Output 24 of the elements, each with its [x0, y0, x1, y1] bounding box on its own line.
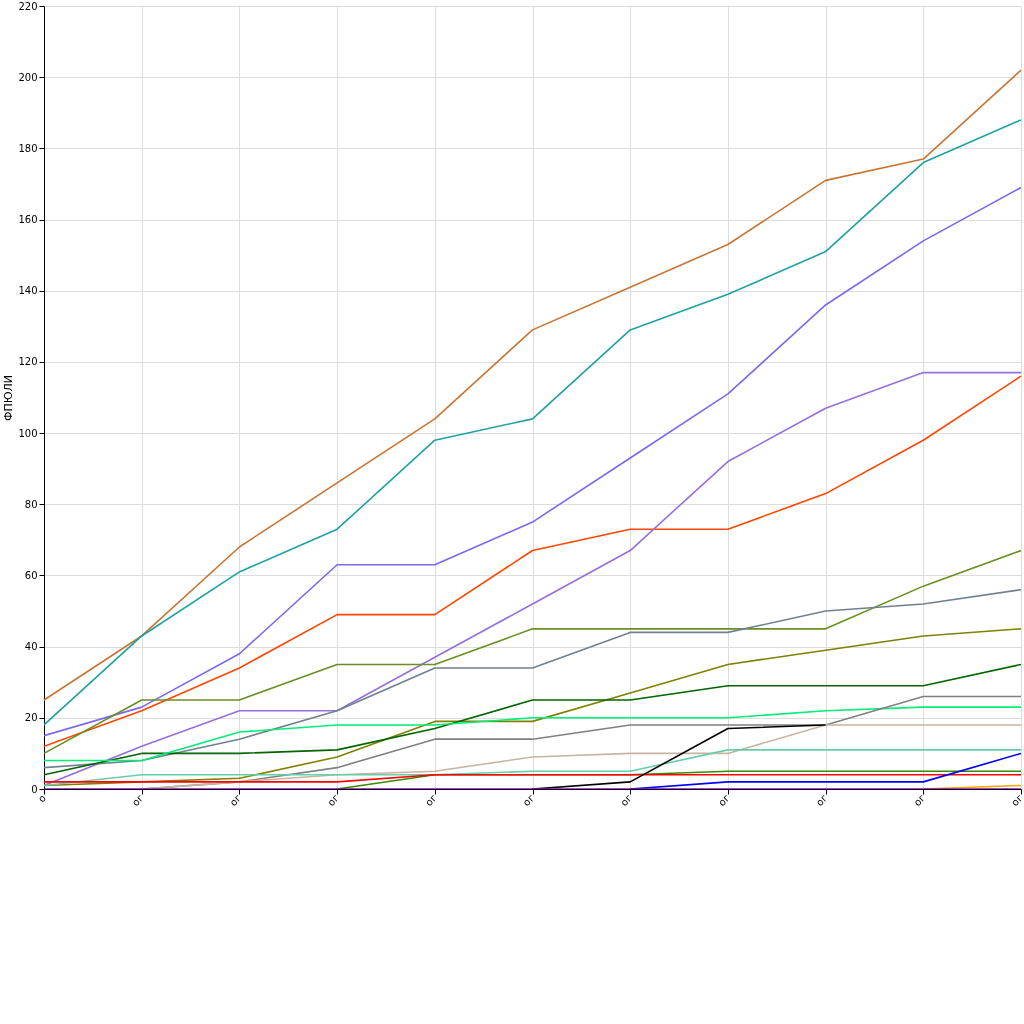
- y-tick-label: 20: [24, 712, 38, 724]
- y-tick-label: 120: [18, 356, 38, 368]
- y-tick-label: 40: [24, 641, 38, 653]
- x-tick-label: oг: [227, 792, 244, 809]
- y-tick-label: 160: [18, 214, 38, 226]
- x-tick-label: oг: [1009, 792, 1024, 809]
- y-axis-title: ФПЮЛИ: [2, 374, 16, 422]
- x-tick-label: oг: [618, 792, 635, 809]
- y-tick-label: 60: [24, 569, 38, 581]
- y-tick-label: 140: [18, 285, 38, 297]
- x-tick-label: oг: [911, 792, 928, 809]
- x-tick-label: oг: [520, 792, 537, 809]
- y-tick-label: 100: [18, 427, 38, 439]
- y-tick-label: 220: [18, 0, 38, 12]
- x-tick-label: oг: [813, 792, 830, 809]
- x-tick-label: oг: [716, 792, 732, 809]
- y-tick-label: 80: [24, 498, 38, 510]
- x-tick-label: oг: [325, 792, 342, 809]
- y-tick-label: 200: [18, 71, 38, 83]
- x-tick-label: oг: [129, 792, 146, 809]
- x-tick-label: oг: [423, 792, 439, 809]
- x-tick-label: o: [35, 792, 49, 805]
- y-tick-label: 0: [31, 783, 38, 795]
- y-tick-label: 180: [18, 142, 38, 154]
